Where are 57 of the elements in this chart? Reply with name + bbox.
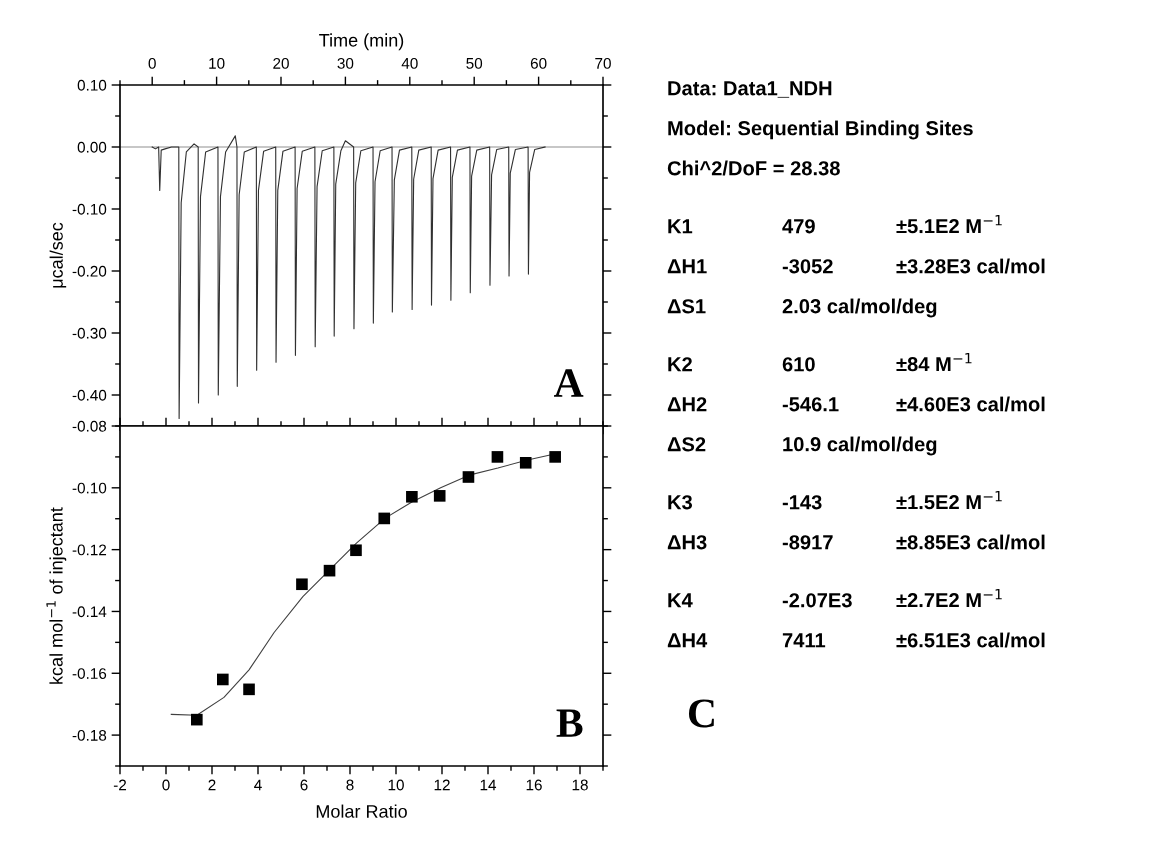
point <box>549 451 561 463</box>
y-tick-label: -0.40 <box>72 389 107 401</box>
y-tick-label: -0.10 <box>72 482 107 494</box>
point <box>350 544 362 557</box>
x-tick-label: 20 <box>273 57 289 69</box>
x-axis-title: Molar Ratio <box>316 804 407 818</box>
point <box>519 456 532 469</box>
text: K3 -143 ±1.5E2 M$^{−1}$ ΔH3 -8917 ±8.85E3 cal/mol <box>667 491 1045 550</box>
y-tick-label: -0.18 <box>72 729 107 741</box>
text: C <box>688 699 714 728</box>
text: K4 -2.07E3 ±2.7E2 M$^{−1}$ ΔH4 7411 ±6.51E3 cal/mol <box>667 589 1045 648</box>
x-tick-label: 10 <box>388 779 404 791</box>
y-axis-title: μcal/sec <box>49 222 67 288</box>
x-tick-label: 6 <box>300 779 308 791</box>
point <box>406 490 418 503</box>
x-tick-label: 4 <box>254 779 262 791</box>
point <box>296 578 308 591</box>
y-tick-label: -0.16 <box>72 668 107 679</box>
x-tick-label: 2 <box>208 779 216 791</box>
x-tick-label: 12 <box>434 779 450 791</box>
text: Data: Data1_NDH Model: Sequential Binding Sites Chi^2/DoF = 28.38 <box>667 81 973 176</box>
x-tick-label: 40 <box>401 57 418 69</box>
y-tick-label: -0.30 <box>72 327 107 339</box>
x-tick-label: 70 <box>595 57 611 69</box>
x-tick-label: -2 <box>113 779 127 791</box>
x-tick-label: 30 <box>337 57 354 69</box>
x-tick-label: 16 <box>526 779 542 791</box>
text: K2 610 ±84 M$^{−1}$ ΔH2 -546.1 ±4.60E3 cal/mol ΔS2 10.9 cal/mol/deg <box>667 353 1045 456</box>
y-tick-label: -0.10 <box>72 203 107 215</box>
y-tick-label: 0.00 <box>77 141 107 153</box>
point <box>378 512 391 525</box>
x-tick-label: 0 <box>148 57 156 69</box>
point <box>433 490 446 502</box>
annotation: B <box>556 709 583 737</box>
x-tick-label: 0 <box>162 779 170 791</box>
point <box>491 451 504 463</box>
y-tick-label: -0.20 <box>72 265 107 277</box>
x-tick-label: 14 <box>480 779 497 791</box>
text: K1 479 ±5.1E2 M$^{−1}$ ΔH1 -3052 ±3.28E3 cal/mol ΔS1 2.03 cal/mol/deg <box>667 215 1045 318</box>
y-tick-label: -0.08 <box>72 420 107 432</box>
y-tick-label: -0.12 <box>72 544 107 556</box>
point <box>191 713 203 726</box>
y-tick-label: 0.10 <box>77 79 107 91</box>
y-tick-label: -0.14 <box>72 606 107 618</box>
x-axis-title: Time (min) <box>319 33 404 51</box>
point <box>323 564 336 577</box>
point <box>243 683 255 696</box>
point <box>217 673 229 686</box>
x-tick-label: 8 <box>346 779 354 791</box>
x-tick-label: 60 <box>530 57 547 69</box>
x-tick-label: 10 <box>209 57 225 69</box>
x-tick-label: 18 <box>572 779 588 791</box>
line-series <box>151 135 546 420</box>
annotation: A <box>554 369 584 397</box>
x-tick-label: 50 <box>466 57 483 69</box>
y-axis-title: kcal mol$^{−1}$ of injectant <box>46 507 67 684</box>
point <box>462 471 475 483</box>
